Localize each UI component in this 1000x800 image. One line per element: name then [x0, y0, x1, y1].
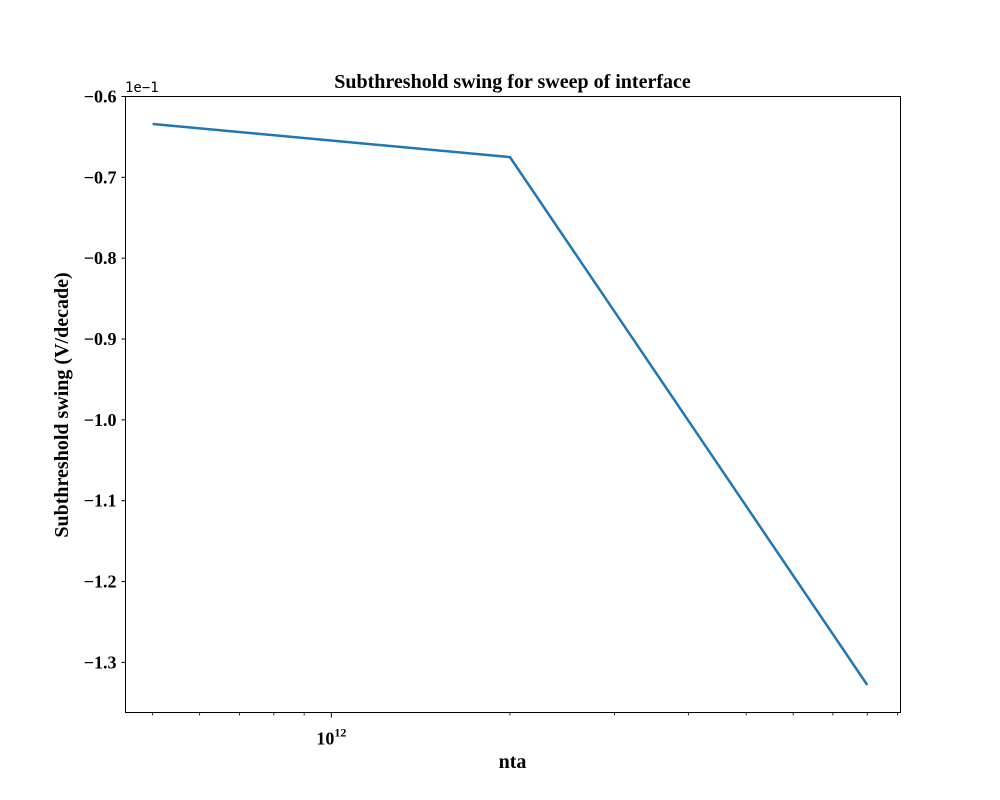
y-tick-label: −0.7: [84, 167, 117, 187]
chart-title: Subthreshold swing for sweep of interfac…: [334, 71, 691, 93]
series-line: [152, 122, 869, 686]
y-tick-label: −0.8: [84, 248, 117, 268]
y-axis-label: Subthreshold swing (V/decade): [51, 272, 73, 537]
y-tick-label: −1.0: [84, 410, 117, 430]
x-tick-label-base: 10: [316, 729, 334, 749]
y-tick-label: −0.6: [84, 87, 117, 107]
y-tick-label: −0.9: [84, 329, 117, 349]
y-tick-label: −1.1: [84, 491, 117, 511]
y-tick-label: −1.3: [84, 652, 117, 672]
x-tick-label-exponent: 12: [334, 726, 346, 740]
x-tick-label: 1012: [316, 726, 346, 749]
y-tick-label: −1.2: [84, 572, 117, 592]
y-offset-label: 1e−1: [125, 80, 159, 96]
plot-area-frame: [125, 96, 901, 713]
x-axis-label: nta: [499, 751, 527, 773]
